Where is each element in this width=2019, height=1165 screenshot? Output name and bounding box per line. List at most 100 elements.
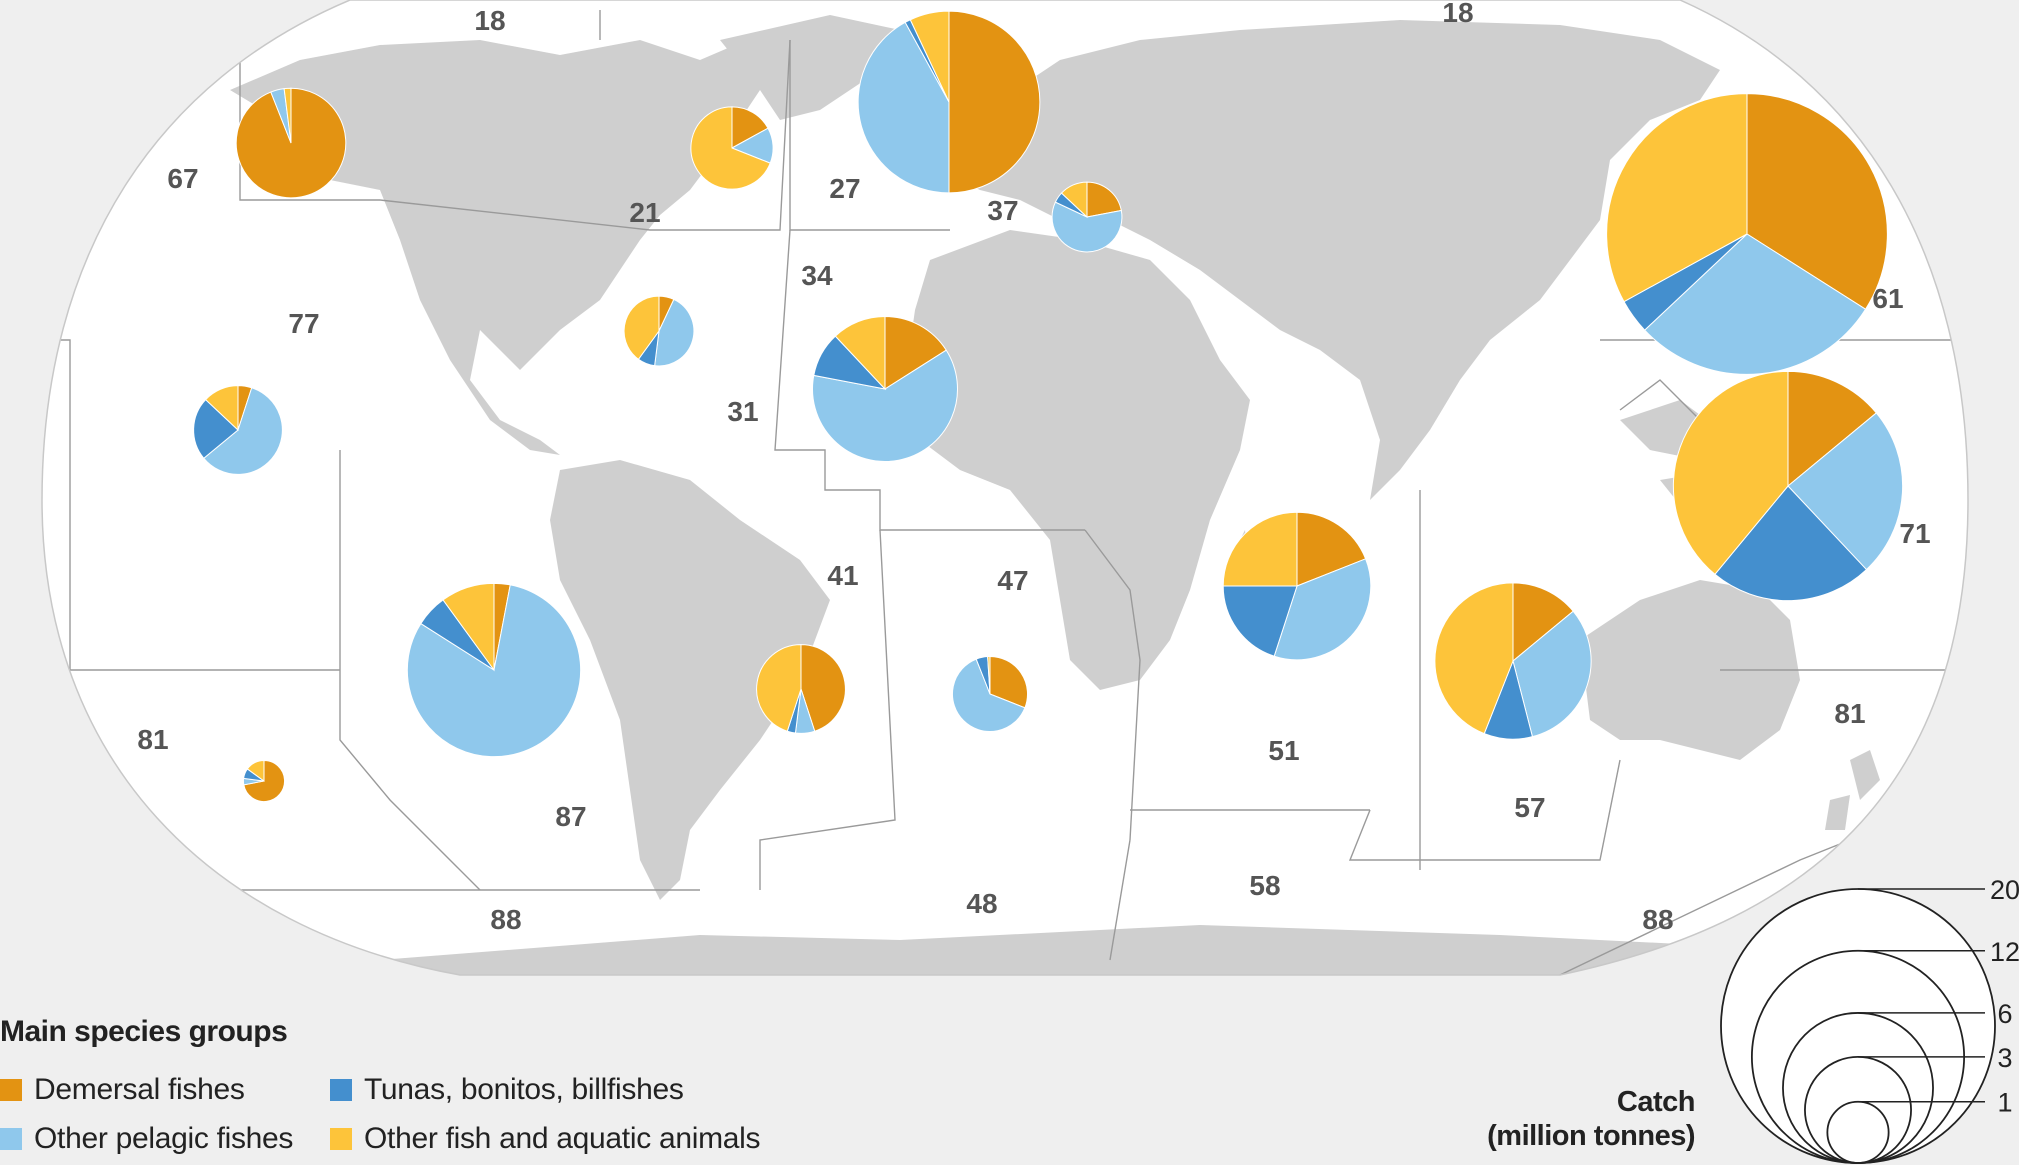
pie-slice-other-fish xyxy=(987,655,991,695)
legend-item-other-pelagic: Other pelagic fishes xyxy=(0,1122,293,1156)
catch-pie-area-67 xyxy=(235,87,347,199)
pie-slice-other-pelagic xyxy=(951,658,1026,733)
area-label-77: 77 xyxy=(288,308,319,339)
pie-slice-demersal xyxy=(1787,370,1878,488)
area-label-88: 88 xyxy=(490,904,521,935)
size-legend-label-3: 3 xyxy=(1997,1043,2012,1073)
area-label-27: 27 xyxy=(829,173,860,204)
area-label-81: 81 xyxy=(1834,698,1865,729)
area-label-61: 61 xyxy=(1872,283,1903,314)
legend-label-other-pelagic: Other pelagic fishes xyxy=(34,1122,294,1155)
area-label-34: 34 xyxy=(801,260,833,291)
pie-slice-other-fish xyxy=(1060,181,1088,219)
area-label-57: 57 xyxy=(1514,792,1545,823)
area-label-18: 18 xyxy=(474,5,505,36)
size-legend: 20 12 6 3 1 xyxy=(1720,875,2019,1164)
size-legend-label-20: 20 xyxy=(1990,875,2019,905)
catch-pie-area-51 xyxy=(1222,511,1372,661)
pie-slice-demersal xyxy=(989,655,1029,709)
catch-pie-area-37 xyxy=(1051,181,1123,253)
legend-swatch-other-fish xyxy=(330,1128,352,1150)
area-label-31: 31 xyxy=(727,396,758,427)
land xyxy=(230,15,1900,975)
pie-slice-demersal xyxy=(1296,511,1367,587)
pie-slice-other-fish xyxy=(1434,582,1514,735)
area-label-37: 37 xyxy=(987,195,1018,226)
legend-swatch-other-pelagic xyxy=(0,1128,22,1150)
catch-pie-area-87 xyxy=(406,582,582,758)
catch-pie-area-71 xyxy=(1672,370,1904,602)
pie-slice-other-pelagic xyxy=(1512,610,1592,738)
legend-label-demersal: Demersal fishes xyxy=(34,1073,245,1106)
pie-slice-other-pelagic xyxy=(857,21,950,194)
area-label-71: 71 xyxy=(1899,518,1930,549)
area-label-58: 58 xyxy=(1249,870,1280,901)
catch-pie-area-21 xyxy=(690,106,774,190)
catch-pie-area-34 xyxy=(812,316,958,462)
pie-slice-other-pelagic xyxy=(203,387,283,475)
pie-slice-tunas xyxy=(1714,485,1868,602)
pie-slice-other-fish xyxy=(1672,370,1789,576)
catch-pie-area-57 xyxy=(1434,582,1592,740)
pie-slice-tunas xyxy=(1222,585,1298,657)
pie-slice-other-fish xyxy=(246,759,265,782)
pie-slice-demersal xyxy=(948,10,1041,194)
pie-slice-other-fish xyxy=(442,582,495,672)
legend-swatch-demersal xyxy=(0,1079,22,1101)
size-legend-title-line2: (million tonnes) xyxy=(1487,1120,1695,1152)
globe-outline xyxy=(41,0,1969,976)
legend-item-tunas: Tunas, bonitos, billfishes xyxy=(330,1073,684,1107)
catch-pie-area-31 xyxy=(623,295,695,367)
size-legend-circle-20 xyxy=(1720,888,1996,1164)
size-legend-label-1: 1 xyxy=(1997,1088,2012,1118)
catch-pie-area-47 xyxy=(951,655,1029,733)
legend-label-tunas: Tunas, bonitos, billfishes xyxy=(364,1073,684,1106)
pie-slice-other-fish xyxy=(204,385,239,432)
pie-slice-demersal xyxy=(1746,93,1888,310)
pie-slice-other-fish xyxy=(756,644,802,732)
area-label-67: 67 xyxy=(167,163,198,194)
pie-slice-other-pelagic xyxy=(1643,233,1867,375)
legend-item-demersal: Demersal fishes xyxy=(0,1073,245,1107)
pie-slice-other-fish xyxy=(623,295,660,360)
pie-slice-other-pelagic xyxy=(1787,412,1904,571)
pie-slice-demersal xyxy=(1512,582,1574,663)
size-legend-title: Catch (million tonnes) xyxy=(1487,1085,1695,1153)
area-label-47: 47 xyxy=(997,565,1028,596)
area-label-18: 18 xyxy=(1442,0,1473,28)
pie-slice-other-pelagic xyxy=(1051,201,1123,253)
catch-pie-area-61 xyxy=(1606,93,1888,375)
pie-slice-other-fish xyxy=(283,87,292,144)
legend-item-other-fish: Other fish and aquatic animals xyxy=(330,1122,761,1156)
legend-swatch-tunas xyxy=(330,1079,352,1101)
pie-slice-demersal xyxy=(884,316,947,390)
area-label-81: 81 xyxy=(137,724,168,755)
pie-slice-other-fish xyxy=(909,10,950,103)
pie-slice-other-pelagic xyxy=(812,349,958,462)
pie-slice-demersal xyxy=(800,644,846,732)
catch-pie-area-77 xyxy=(193,385,283,475)
area-boundaries xyxy=(42,0,1968,975)
pie-slice-other-pelagic xyxy=(654,298,695,367)
size-legend-label-12: 12 xyxy=(1990,937,2019,967)
pie-slice-demersal xyxy=(1086,181,1122,218)
pie-slice-other-fish xyxy=(834,316,886,391)
pie-slice-other-pelagic xyxy=(1273,558,1372,661)
pie-slice-other-fish xyxy=(1222,511,1298,587)
area-label-87: 87 xyxy=(555,801,586,832)
pie-slice-other-fish xyxy=(690,106,771,190)
pie-slice-tunas xyxy=(193,398,239,460)
species-legend: Main species groups Demersal fishes Tuna… xyxy=(0,1015,780,1165)
catch-pie-area-41 xyxy=(756,644,846,734)
area-label-21: 21 xyxy=(629,197,660,228)
map-content xyxy=(42,0,1968,975)
pie-slice-demersal xyxy=(731,106,769,149)
area-label-88: 88 xyxy=(1642,904,1673,935)
size-legend-label-6: 6 xyxy=(1997,999,2012,1029)
size-legend-title-line1: Catch xyxy=(1616,1086,1696,1118)
catch-pies xyxy=(193,10,1904,803)
catch-pie-area-81 xyxy=(242,759,286,803)
pie-slice-other-fish xyxy=(1606,93,1748,303)
catch-pie-area-27 xyxy=(857,10,1041,194)
